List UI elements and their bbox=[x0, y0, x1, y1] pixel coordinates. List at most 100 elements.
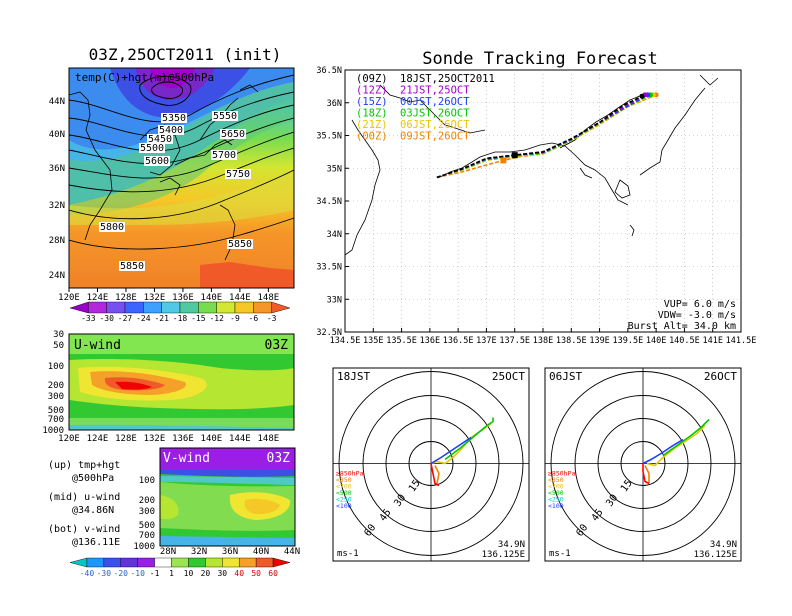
colorbar-swatch bbox=[106, 301, 126, 314]
contour-label-bg bbox=[158, 125, 184, 135]
track-endpoint bbox=[639, 93, 645, 99]
colorbar-label: -12 bbox=[209, 314, 224, 323]
note-bot2: @136.11E bbox=[72, 537, 120, 548]
map-x-tick-label: 132E bbox=[144, 293, 166, 303]
colorbar-label: -24 bbox=[136, 314, 151, 323]
colorbar-label: -33 bbox=[81, 314, 96, 323]
contour-label-bg bbox=[139, 143, 165, 153]
colorbar-swatch bbox=[198, 301, 217, 314]
track-x-tick-label: 140.5E bbox=[669, 336, 700, 346]
uwind-time: 03Z bbox=[265, 338, 289, 353]
track-x-tick-label: 136E bbox=[420, 336, 440, 346]
note-bot: (bot) v-wind bbox=[48, 524, 120, 535]
map-y-tick-label: 32N bbox=[49, 201, 65, 211]
map-x-tick-label: 136E bbox=[172, 293, 194, 303]
uwind-x-tick-label: 120E bbox=[58, 434, 80, 444]
vwind-colorbar: -40 -30 -20 -10 -1 1 10 20 30 40 50 60 bbox=[69, 557, 291, 578]
contour-label: 5750 bbox=[226, 169, 250, 180]
hodo-trace bbox=[646, 424, 706, 467]
hodo-unit: ms-1 bbox=[549, 549, 571, 559]
uwind-x-tick-label: 124E bbox=[87, 434, 109, 444]
contour-label: 5400 bbox=[159, 125, 183, 136]
uwind-y-tick-label: 200 bbox=[48, 381, 64, 391]
colorbar-swatch bbox=[161, 301, 181, 314]
hodo-time: 18JST bbox=[337, 370, 370, 383]
vwind-colorbar-swatch bbox=[103, 557, 121, 568]
contour-label: 5350 bbox=[162, 113, 186, 124]
map-y-tick-label: 40N bbox=[49, 130, 65, 140]
track-x-tick-label: 139.5E bbox=[612, 336, 643, 346]
track-x-ticks: 134.5E 135E 135.5E 136E 136.5E 137E 137.5E 138E… bbox=[330, 328, 756, 346]
uwind-x-tick-label: 148E bbox=[258, 434, 280, 444]
vwind-x-tick-label: 32N bbox=[191, 547, 207, 557]
contour-label: 5550 bbox=[213, 111, 237, 122]
colorbar-label: -21 bbox=[154, 314, 169, 323]
track-y-tick-label: 32.5N bbox=[316, 328, 342, 338]
contour-label-bg bbox=[99, 222, 125, 232]
legend-run: (12Z) bbox=[356, 85, 388, 97]
contour-label: 5650 bbox=[221, 129, 245, 140]
vwind-colorbar-label: 40 bbox=[234, 569, 244, 578]
track-y-tick-label: 36N bbox=[327, 99, 342, 109]
track-burst: Burst Alt= 34.0 km bbox=[628, 321, 736, 332]
map-x-tick-label: 124E bbox=[87, 293, 109, 303]
uwind-y-tick-label: 300 bbox=[48, 392, 64, 402]
contour-label-bg bbox=[119, 261, 145, 271]
hodo-date: 25OCT bbox=[492, 370, 525, 383]
vwind-x-ticks: 28N 32N 36N 40N 44N bbox=[160, 547, 300, 557]
hodo-level: <250 bbox=[336, 496, 352, 504]
vwind-colorbar-swatch bbox=[188, 557, 206, 568]
map-y-tick-label: 44N bbox=[49, 97, 65, 107]
colorbar-label: -27 bbox=[118, 314, 133, 323]
track-x-tick-label: 138.5E bbox=[556, 336, 587, 346]
panel-notes: (up) tmp+hgt @500hPa (mid) u-wind @34.86… bbox=[48, 460, 120, 548]
uwind-field bbox=[68, 333, 295, 431]
vwind-colorbar-swatch bbox=[272, 557, 291, 568]
colorbar-swatch bbox=[179, 301, 199, 314]
track-y-tick-label: 33.5N bbox=[316, 263, 342, 273]
legend-run: (09Z) bbox=[356, 73, 388, 85]
hodo-trace bbox=[642, 438, 684, 465]
track-x-tick-label: 134.5E bbox=[330, 336, 361, 346]
colorbar-label: -18 bbox=[173, 314, 188, 323]
uwind-y-tick-label: 30 bbox=[53, 330, 64, 340]
hodo-level: <100 bbox=[336, 502, 352, 510]
hodo-level: <850 bbox=[548, 476, 564, 484]
map-x-tick-label: 128E bbox=[115, 293, 137, 303]
contour-label-bg bbox=[211, 150, 237, 160]
map-label: temp(C)+hgt(m)@500hPa bbox=[75, 71, 214, 84]
legend-run: (00Z) bbox=[356, 131, 388, 143]
hodo-trace bbox=[434, 465, 440, 484]
uwind-x-tick-label: 132E bbox=[144, 434, 166, 444]
track-x-tick-label: 138E bbox=[533, 336, 553, 346]
vwind-y-tick-label: 1000 bbox=[133, 542, 155, 552]
track-y-tick-label: 34.5N bbox=[316, 197, 342, 207]
vwind-colorbar-label: 20 bbox=[201, 569, 211, 578]
vwind-colorbar-swatch bbox=[86, 557, 105, 568]
contour-label-bg bbox=[220, 129, 246, 139]
track-x-tick-label: 141E bbox=[702, 336, 722, 346]
hodo-label-bg bbox=[693, 370, 739, 382]
track-title: Sonde Tracking Forecast bbox=[422, 49, 657, 69]
vwind-x-tick-label: 36N bbox=[222, 547, 238, 557]
vwind-x-tick-label: 44N bbox=[284, 547, 300, 557]
hodo-level: <700 bbox=[548, 483, 564, 491]
track-y-tick-label: 35N bbox=[327, 164, 342, 174]
track-frame bbox=[344, 69, 742, 333]
hodo-level: <100 bbox=[548, 502, 564, 510]
uwind-label: U-wind bbox=[74, 338, 121, 353]
vwind-time: 03Z bbox=[267, 451, 291, 466]
contour-label-bg bbox=[212, 111, 238, 121]
vwind-y-tick-label: 300 bbox=[139, 507, 155, 517]
track-y-tick-label: 35.5N bbox=[316, 132, 342, 142]
contour-label: 5850 bbox=[120, 261, 144, 272]
vwind-colorbar-label: 10 bbox=[184, 569, 194, 578]
contour-label: 5450 bbox=[148, 134, 172, 145]
track-x-tick-label: 135E bbox=[363, 336, 383, 346]
track-series-line bbox=[436, 95, 643, 179]
hodo-trace bbox=[444, 417, 494, 461]
vwind-x-tick-label: 40N bbox=[253, 547, 269, 557]
note-mid: (mid) u-wind bbox=[48, 492, 120, 503]
contour-label: 5800 bbox=[100, 222, 124, 233]
